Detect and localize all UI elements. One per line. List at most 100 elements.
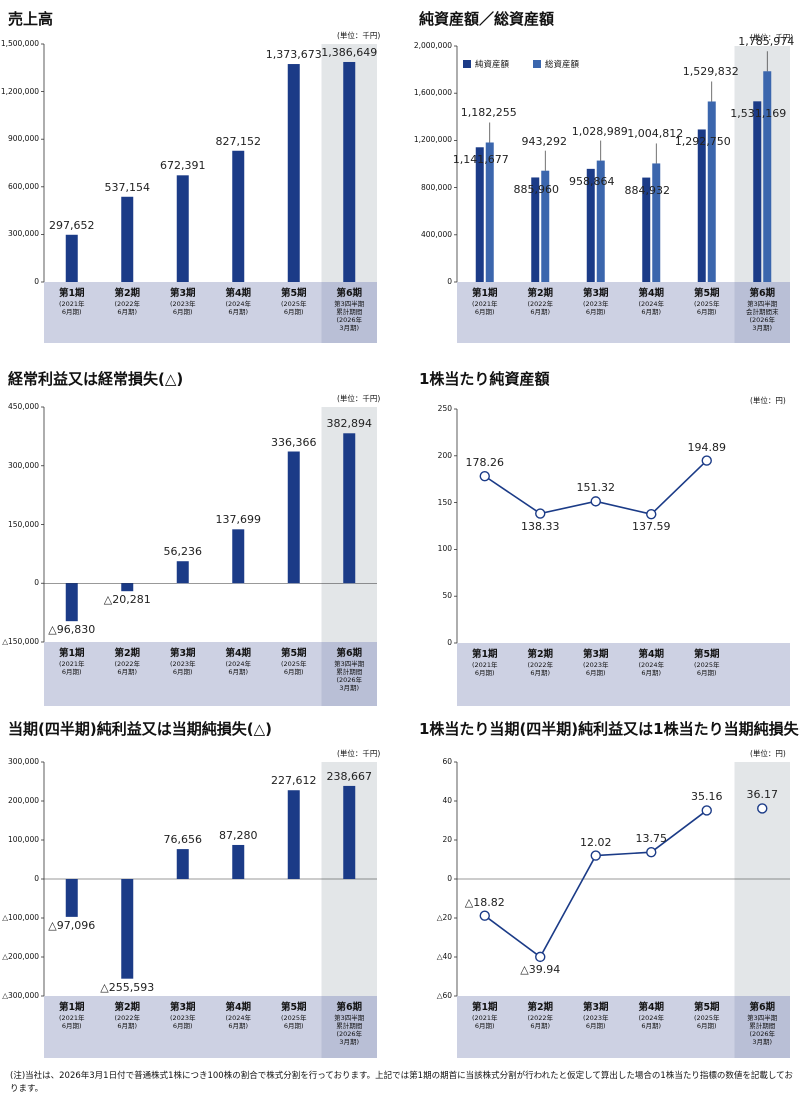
category-name: 第1期 <box>58 1002 85 1013</box>
netincome-value-label: 238,667 <box>326 769 373 783</box>
eps-value-label: 12.02 <box>580 835 612 849</box>
bps-category-label: 第1期 (2021年 6月期) <box>457 649 513 677</box>
assets-value-label: 884,932 <box>624 183 671 197</box>
assets-unit: (単位：千円) <box>750 33 794 42</box>
eps-point <box>590 850 601 861</box>
category-name: 第3期 <box>169 648 196 659</box>
category-period: (2023年 6月期) <box>169 1014 196 1030</box>
ordinary-value-label: 56,236 <box>163 545 203 559</box>
ordinary-title: 経常利益又は経常損失(△) <box>8 370 184 388</box>
footnote: (注)当社は、2026年3月1日付で普通株式1株につき100株の割合で株式分割を… <box>10 1071 793 1094</box>
eps-point <box>701 805 712 816</box>
eps-value-label: 36.17 <box>746 788 779 802</box>
category-name: 第1期 <box>471 649 498 660</box>
ordinary-value-label: △20,281 <box>103 593 151 607</box>
eps-point <box>535 951 546 963</box>
sales-bar <box>65 234 78 282</box>
category-period: (2025年 6月期) <box>693 300 720 316</box>
category-period: (2025年 6月期) <box>280 1014 307 1030</box>
sales-category-label: 第6期 第3四半期 累計期間 (2026年 3月期) <box>322 288 378 332</box>
bps-category-label: 第3期 (2023年 6月期) <box>568 649 624 677</box>
ordinary-value-label: 336,366 <box>271 435 317 449</box>
sales-value-label: 827,152 <box>215 134 262 148</box>
bps-point <box>535 508 546 519</box>
assets-legend-item: 純資産額 <box>463 58 509 70</box>
netincome-tick-label: △100,000 <box>2 913 39 922</box>
eps-category-label: 第5期 (2025年 6月期) <box>679 1002 735 1030</box>
sales-value-label: 1,373,673 <box>265 48 322 62</box>
assets-category-label: 第6期 第3四半期 会計期間末 (2026年 3月期) <box>735 288 791 332</box>
sales-category-label: 第3期 (2023年 6月期) <box>155 288 211 316</box>
bps-category-label: 第4期 (2024年 6月期) <box>624 649 680 677</box>
category-period: (2022年 6月期) <box>114 300 141 316</box>
bps-value-label: 138.33 <box>521 519 560 533</box>
category-period: (2022年 6月期) <box>527 661 554 677</box>
netincome-value-label: 227,612 <box>271 774 317 788</box>
bps-tick-label: 0 <box>447 638 452 647</box>
bps-point <box>701 455 712 466</box>
ordinary-tick-label: 450,000 <box>7 402 39 411</box>
category-period: 第3四半期 累計期間 (2026年 3月期) <box>334 300 365 332</box>
eps-tick-label: 20 <box>442 835 452 844</box>
ordinary-bar <box>121 583 134 592</box>
category-name: 第3期 <box>169 1002 196 1013</box>
netincome-category-label: 第6期 第3四半期 累計期間 (2026年 3月期) <box>322 1002 378 1046</box>
sales-category-band-highlight <box>321 282 377 343</box>
netincome-value-label: △255,593 <box>100 980 155 994</box>
assets-bar-total <box>541 170 550 282</box>
eps-series-line <box>484 809 708 959</box>
category-name: 第4期 <box>638 649 665 660</box>
ordinary-category-label: 第1期 (2021年 6月期) <box>44 648 100 676</box>
assets-tick-label: 800,000 <box>420 182 452 192</box>
netincome-tick-label: 300,000 <box>7 757 39 766</box>
bps-value-label: 137.59 <box>632 520 671 534</box>
sales-tick-label: 1,500,000 <box>0 39 39 48</box>
netincome-category-label: 第3期 (2023年 6月期) <box>155 1002 211 1030</box>
assets-value-label: 1,529,832 <box>682 65 739 79</box>
category-name: 第6期 <box>336 1002 363 1013</box>
netincome-tick-label: 0 <box>34 874 39 883</box>
sales-tick-label: 0 <box>34 277 39 286</box>
category-name: 第5期 <box>693 1002 720 1013</box>
category-name: 第4期 <box>225 1002 252 1013</box>
eps-value-label: △39.94 <box>520 962 561 976</box>
category-name: 第3期 <box>582 649 609 660</box>
category-period: (2025年 6月期) <box>693 661 720 677</box>
assets-category-label: 第5期 (2025年 6月期) <box>679 288 735 316</box>
category-period: (2024年 6月期) <box>225 1014 252 1030</box>
category-name: 第4期 <box>638 1002 665 1013</box>
assets-category-label: 第2期 (2022年 6月期) <box>513 288 569 316</box>
assets-value-label: 1,785,974 <box>738 35 795 49</box>
category-period: 第3四半期 累計期間 (2026年 3月期) <box>334 1014 365 1046</box>
assets-bar-total <box>652 163 661 282</box>
netincome-bar <box>343 785 356 879</box>
ordinary-category-band-highlight <box>321 642 377 706</box>
assets-tick-label: 1,200,000 <box>413 135 452 145</box>
netincome-bar <box>232 844 245 879</box>
sales-category-label: 第2期 (2022年 6月期) <box>100 288 156 316</box>
eps-tick-label: 40 <box>442 796 452 805</box>
category-period: (2021年 6月期) <box>58 300 85 316</box>
legend-label: 総資産額 <box>545 60 580 70</box>
assets-bar-net <box>697 129 706 282</box>
sales-value-label: 297,652 <box>49 218 95 232</box>
assets-value-label: 958,864 <box>569 174 615 188</box>
eps-category-label: 第1期 (2021年 6月期) <box>457 1002 513 1030</box>
category-period: (2021年 6月期) <box>471 300 498 316</box>
netincome-value-label: 76,656 <box>163 833 203 847</box>
assets-tick-label: 400,000 <box>420 229 452 239</box>
ordinary-tick-label: 0 <box>34 578 39 588</box>
category-name: 第1期 <box>471 288 498 299</box>
netincome-category-label: 第1期 (2021年 6月期) <box>44 1002 100 1030</box>
assets-tick-label: 1,600,000 <box>413 88 452 98</box>
assets-category-label: 第4期 (2024年 6月期) <box>624 288 680 316</box>
bps-unit: (単位：円) <box>750 396 786 405</box>
category-period: (2024年 6月期) <box>638 661 665 677</box>
category-name: 第5期 <box>693 649 720 660</box>
assets-value-label: 1,028,989 <box>571 124 628 138</box>
category-period: (2021年 6月期) <box>58 1014 85 1030</box>
eps-category-label: 第2期 (2022年 6月期) <box>513 1002 569 1030</box>
netincome-category-label: 第5期 (2025年 6月期) <box>266 1002 322 1030</box>
eps-category-label: 第3期 (2023年 6月期) <box>568 1002 624 1030</box>
bps-category-band <box>457 643 790 706</box>
